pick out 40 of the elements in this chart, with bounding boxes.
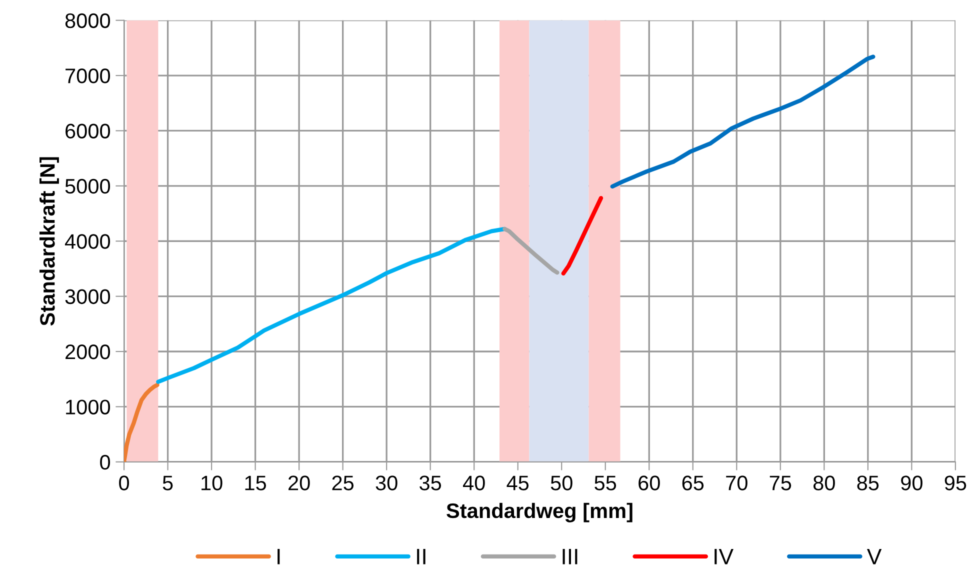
x-tick-label: 25 — [332, 476, 354, 490]
x-tick-label: 65 — [682, 476, 704, 490]
x-tick-label: 55 — [594, 476, 616, 490]
x-tick-label: 40 — [462, 476, 485, 490]
line-series — [124, 382, 160, 462]
y-axis-title: Standardkraft [N] — [40, 157, 59, 326]
y-tick-label: 8000 — [65, 13, 110, 28]
line-series — [610, 54, 876, 189]
y-tick-label: 5000 — [65, 178, 110, 194]
legend-label: V — [866, 548, 882, 564]
x-tick-label: 15 — [245, 476, 266, 490]
legend-label: I — [278, 548, 280, 564]
x-axis-title: Standardweg [mm] — [446, 502, 632, 522]
x-tick-label: 75 — [770, 476, 792, 490]
x-tick-label: 30 — [376, 476, 398, 490]
legend-label: II — [417, 548, 426, 564]
x-tick-label: 70 — [726, 476, 748, 490]
x-tick-label: 5 — [162, 476, 173, 490]
line-series — [561, 196, 604, 276]
x-tick-label: 10 — [202, 476, 222, 490]
y-tick-label: 6000 — [66, 124, 110, 138]
y-tick-label: 4000 — [64, 234, 110, 249]
x-tick-label: 60 — [638, 476, 660, 490]
y-tick-label: 0 — [100, 454, 110, 470]
x-tick-label: 0 — [119, 476, 130, 490]
x-tick-label: 20 — [288, 476, 310, 490]
x-tick-label: 90 — [901, 476, 922, 490]
y-tick-label: 2000 — [66, 344, 110, 360]
x-tick-label: 95 — [944, 476, 966, 490]
y-tick-label: 3000 — [65, 289, 110, 304]
x-tick-label: 35 — [420, 476, 442, 490]
x-tick-label: 45 — [506, 476, 529, 490]
y-tick-label: 7000 — [66, 68, 110, 84]
x-tick-label: 85 — [857, 476, 879, 490]
x-tick-label: 80 — [813, 476, 835, 490]
legend-label: IV — [714, 548, 734, 564]
line-series — [502, 226, 560, 275]
legend-label: III — [562, 548, 578, 564]
y-tick-label: 1000 — [66, 400, 110, 414]
x-tick-label: 50 — [550, 476, 572, 490]
